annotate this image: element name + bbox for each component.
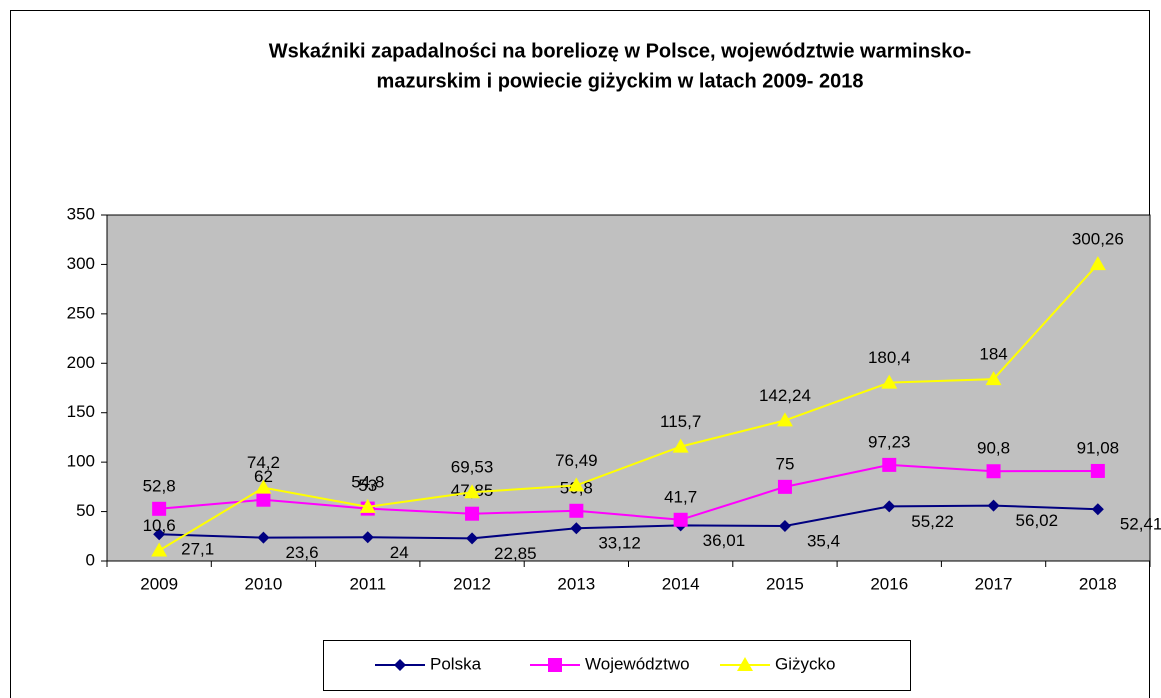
- y-tick-label: 250: [67, 303, 95, 322]
- series-line: [159, 463, 1098, 521]
- point: [987, 499, 1000, 512]
- point: [569, 503, 584, 518]
- y-tick-label: 100: [67, 452, 95, 471]
- x-tick-label: 2009: [140, 574, 178, 593]
- data-label: 91,08: [1077, 438, 1120, 457]
- point: [465, 506, 480, 521]
- y-tick-label: 150: [67, 402, 95, 421]
- point: [985, 371, 1002, 386]
- legend-label: Województwo: [585, 654, 690, 673]
- data-label: 97,23: [868, 432, 911, 451]
- data-label: 24: [390, 543, 409, 562]
- point: [153, 528, 166, 541]
- legend-label: Polska: [430, 654, 482, 673]
- point: [570, 522, 583, 535]
- point: [1091, 503, 1104, 516]
- series-line: [159, 504, 1098, 540]
- data-label: 33,12: [598, 534, 641, 553]
- data-label: 142,24: [759, 386, 811, 405]
- data-label: 27,1: [181, 540, 214, 559]
- x-tick-label: 2015: [766, 574, 804, 593]
- point: [256, 492, 271, 507]
- data-label: 10,6: [143, 516, 176, 535]
- data-label: 53: [358, 476, 377, 495]
- data-label: 184: [979, 345, 1007, 364]
- chart-title: mazurskim i powiecie giżyckim w latach 2…: [377, 70, 864, 92]
- data-label: 180,4: [868, 348, 911, 367]
- data-label: 52,8: [143, 476, 176, 495]
- data-label: 90,8: [977, 439, 1010, 458]
- x-tick-label: 2014: [662, 574, 700, 593]
- x-tick-label: 2016: [870, 574, 908, 593]
- data-label: 56,02: [1016, 511, 1059, 530]
- point: [151, 542, 168, 557]
- data-label: 41,7: [664, 487, 697, 506]
- data-label: 69,53: [451, 458, 494, 477]
- data-label: 35,4: [807, 531, 840, 550]
- y-tick-label: 50: [76, 501, 95, 520]
- point: [359, 498, 376, 513]
- point: [255, 479, 272, 494]
- legend-marker: [394, 659, 406, 671]
- point: [257, 531, 270, 544]
- point: [883, 500, 896, 513]
- data-label: 36,01: [703, 531, 746, 550]
- point: [881, 374, 898, 389]
- x-tick-label: 2011: [349, 574, 386, 593]
- legend-label: Giżycko: [775, 654, 835, 673]
- point: [1089, 256, 1106, 271]
- y-tick-label: 350: [67, 204, 95, 223]
- series-line: [158, 263, 1099, 552]
- data-label: 75: [775, 454, 794, 473]
- data-label: 115,7: [660, 412, 701, 431]
- x-tick-label: 2018: [1079, 574, 1117, 593]
- data-label: 54,8: [351, 472, 384, 491]
- x-tick-label: 2013: [557, 574, 595, 593]
- point: [673, 512, 688, 527]
- x-tick-label: 2010: [245, 574, 283, 593]
- legend-marker: [548, 658, 562, 672]
- chart-title: Wskaźniki zapadalności na boreliozę w Po…: [269, 40, 971, 62]
- legend-marker: [737, 657, 753, 671]
- point: [466, 532, 479, 545]
- data-label: 300,26: [1072, 230, 1124, 249]
- point: [568, 477, 585, 492]
- data-label: 62: [254, 467, 273, 486]
- point: [672, 438, 689, 453]
- point: [778, 520, 791, 533]
- point: [986, 464, 1001, 479]
- data-label: 23,6: [285, 543, 318, 562]
- x-tick-label: 2012: [453, 574, 491, 593]
- data-label: 55,22: [911, 512, 954, 531]
- data-label: 52,41: [1120, 515, 1161, 534]
- point: [361, 531, 374, 544]
- point: [776, 412, 793, 427]
- point: [152, 501, 167, 516]
- point: [882, 457, 897, 472]
- y-tick-label: 200: [67, 353, 95, 372]
- point: [777, 479, 792, 494]
- y-tick-label: 300: [67, 254, 95, 273]
- point: [1090, 463, 1105, 478]
- point: [464, 484, 481, 499]
- x-tick-label: 2017: [975, 574, 1013, 593]
- data-label: 22,85: [494, 544, 537, 563]
- y-tick-label: 0: [86, 550, 95, 569]
- data-label: 74,2: [247, 453, 280, 472]
- data-label: 76,49: [555, 451, 598, 470]
